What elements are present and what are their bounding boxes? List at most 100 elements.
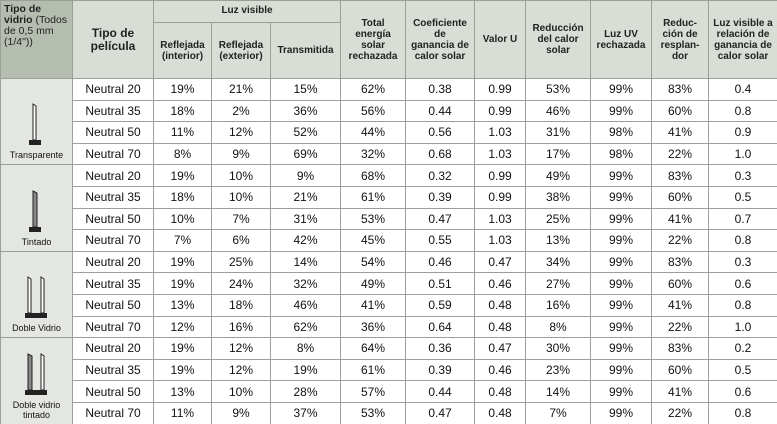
film-name: Neutral 35 <box>72 99 154 123</box>
glass-type-label: Transparente <box>9 150 64 161</box>
value-cell: 62% <box>340 78 407 101</box>
value-cell: 0.9 <box>708 121 777 144</box>
value-cell: 7% <box>153 229 212 252</box>
value-cell: 12% <box>211 121 271 144</box>
value-cell: 11% <box>153 121 212 144</box>
film-name: Neutral 50 <box>72 207 154 231</box>
value-cell: 19% <box>153 164 212 187</box>
value-cell: 0.7 <box>708 207 777 231</box>
column-header: Luz UV rechazada <box>590 0 653 79</box>
value-cell: 17% <box>525 142 592 166</box>
value-cell: 83% <box>651 337 710 360</box>
value-cell: 53% <box>340 207 407 231</box>
value-cell: 38% <box>525 185 592 209</box>
film-name: Neutral 70 <box>72 401 154 424</box>
value-cell: 12% <box>153 315 212 339</box>
table-row: Tintado Neutral 20 19% 10% 9% 68% 0.32 0.99 49% 9… <box>0 164 777 252</box>
value-cell: 16% <box>211 315 271 339</box>
column-header: Total energía solar rechazada <box>340 0 407 79</box>
value-cell: 12% <box>211 337 271 360</box>
value-cell: 0.3 <box>708 164 777 187</box>
glass-type-cell: Tintado <box>0 164 73 252</box>
value-cell: 32% <box>340 142 407 166</box>
value-cell: 16% <box>525 293 592 317</box>
value-cell: 52% <box>269 121 342 144</box>
value-cell: 99% <box>590 272 653 295</box>
value-cell: 1.03 <box>474 207 527 231</box>
value-cell: 34% <box>525 250 592 274</box>
value-cell: 0.47 <box>474 250 527 274</box>
value-cell: 53% <box>525 78 592 101</box>
glass-type-label: Tintado <box>21 236 52 247</box>
value-cell: 0.36 <box>405 337 476 360</box>
value-cell: 99% <box>590 315 653 339</box>
value-cell: 54% <box>340 250 407 274</box>
value-cell: 36% <box>340 315 407 339</box>
value-cell: 49% <box>340 272 407 295</box>
value-cell: 68% <box>340 164 407 187</box>
value-cell: 0.48 <box>474 401 527 424</box>
value-cell: 0.44 <box>405 380 476 403</box>
value-cell: 25% <box>211 250 271 274</box>
column-header: Transmitida <box>269 22 342 79</box>
table-row: Neutral 50 10% 7% 31% 53% 0.47 1.03 25% 99% 41% 0.… <box>1 207 777 231</box>
value-cell: 36% <box>269 99 342 123</box>
value-cell: 1.03 <box>474 229 527 252</box>
value-cell: 23% <box>525 358 592 382</box>
value-cell: 6% <box>211 229 271 252</box>
value-cell: 99% <box>590 401 653 424</box>
value-cell: 30% <box>525 337 592 360</box>
value-cell: 60% <box>651 358 710 382</box>
value-cell: 13% <box>525 229 592 252</box>
column-header: Reflejada (interior) <box>153 22 212 79</box>
value-cell: 99% <box>590 78 653 101</box>
value-cell: 98% <box>590 121 653 144</box>
table-row: Neutral 50 11% 12% 52% 44% 0.56 1.03 31% 98% 41% 0… <box>1 121 777 144</box>
value-cell: 32% <box>269 272 342 295</box>
value-cell: 0.2 <box>708 337 777 360</box>
value-cell: 49% <box>525 164 592 187</box>
value-cell: 19% <box>153 358 212 382</box>
table-row: Neutral 35 19% 24% 32% 49% 0.51 0.46 27% 99% 60% 0… <box>1 272 777 295</box>
value-cell: 0.47 <box>405 401 476 424</box>
glass-type-cell: Doble Vidrio <box>0 250 73 339</box>
value-cell: 0.39 <box>405 185 476 209</box>
value-cell: 46% <box>269 293 342 317</box>
value-cell: 0.48 <box>474 315 527 339</box>
film-name: Neutral 20 <box>72 337 154 360</box>
glass-type-header: Tipo de vidrio (Todos de 0,5 mm (1/4")) <box>0 0 73 79</box>
value-cell: 14% <box>525 380 592 403</box>
table-row: Neutral 50 13% 10% 28% 57% 0.44 0.48 14% 99% 41% 0… <box>1 380 777 403</box>
value-cell: 41% <box>651 121 710 144</box>
glass-type-note: (Todos de 0,5 mm (1/4")) <box>4 14 68 48</box>
value-cell: 61% <box>340 185 407 209</box>
table-row: Neutral 35 18% 10% 21% 61% 0.39 0.99 38% 99% 60% 0… <box>1 185 777 209</box>
value-cell: 0.99 <box>474 78 527 101</box>
value-cell: 0.3 <box>708 250 777 274</box>
value-cell: 0.48 <box>474 380 527 403</box>
value-cell: 13% <box>153 293 212 317</box>
value-cell: 0.99 <box>474 185 527 209</box>
value-cell: 0.46 <box>474 358 527 382</box>
value-cell: 31% <box>269 207 342 231</box>
value-cell: 64% <box>340 337 407 360</box>
film-name: Neutral 70 <box>72 142 154 166</box>
value-cell: 98% <box>590 142 653 166</box>
value-cell: 99% <box>590 207 653 231</box>
value-cell: 19% <box>269 358 342 382</box>
table-row: Neutral 70 8% 9% 69% 32% 0.68 1.03 17% 98% 22% 1.0 <box>1 142 777 166</box>
value-cell: 41% <box>651 293 710 317</box>
film-type-header: Tipo de película <box>72 0 154 79</box>
glass-type-cell: Doble vidrio tintado <box>0 337 73 424</box>
value-cell: 99% <box>590 337 653 360</box>
value-cell: 99% <box>590 250 653 274</box>
value-cell: 83% <box>651 164 710 187</box>
value-cell: 99% <box>590 293 653 317</box>
value-cell: 0.44 <box>405 99 476 123</box>
film-name: Neutral 20 <box>72 164 154 187</box>
value-cell: 0.4 <box>708 78 777 101</box>
value-cell: 18% <box>153 99 212 123</box>
value-cell: 0.38 <box>405 78 476 101</box>
value-cell: 60% <box>651 99 710 123</box>
